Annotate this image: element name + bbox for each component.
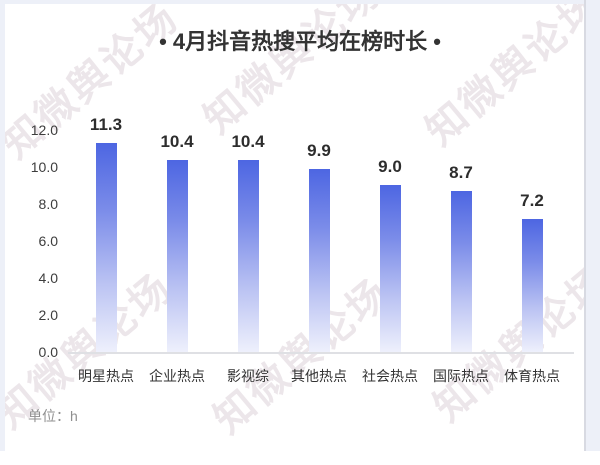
y-axis-tick-label: 8.0 bbox=[38, 196, 58, 212]
x-axis-category-label: 其他热点 bbox=[291, 368, 347, 384]
bar-value-label: 8.7 bbox=[449, 163, 473, 182]
bar-value-label: 7.2 bbox=[520, 191, 544, 210]
bar-明星热点[interactable] bbox=[95, 143, 117, 352]
watermark-text: 知微舆论场 bbox=[426, 258, 600, 431]
bar-value-label: 9.9 bbox=[307, 141, 331, 160]
y-axis-tick-label: 0.0 bbox=[38, 344, 58, 360]
page-edge-top bbox=[0, 0, 600, 4]
x-axis-line bbox=[68, 352, 574, 354]
bar-value-label: 9.0 bbox=[378, 157, 402, 176]
bar-其他热点[interactable] bbox=[308, 169, 330, 352]
y-axis-tick-label: 6.0 bbox=[38, 233, 58, 249]
y-axis-tick-label: 2.0 bbox=[38, 307, 58, 323]
page-edge-right-line bbox=[584, 0, 586, 451]
bar-影视综[interactable] bbox=[237, 160, 259, 352]
bar-国际热点[interactable] bbox=[450, 191, 472, 352]
x-axis-category-label: 社会热点 bbox=[362, 368, 418, 384]
bar-社会热点[interactable] bbox=[379, 185, 401, 352]
bar-value-label: 10.4 bbox=[231, 132, 265, 151]
chart-title: • 4月抖音热搜平均在榜时长 • bbox=[159, 29, 441, 54]
chart-page: { "title": "• 4月抖音热搜平均在榜时长 •", "unit_lab… bbox=[0, 0, 600, 451]
x-axis-category-label: 明星热点 bbox=[78, 368, 134, 384]
x-axis-category-label: 国际热点 bbox=[433, 368, 489, 384]
bar-体育热点[interactable] bbox=[521, 219, 543, 352]
page-edge-left bbox=[0, 0, 5, 451]
bar-value-label: 11.3 bbox=[89, 115, 123, 134]
x-axis-category-label: 影视综 bbox=[227, 368, 269, 384]
page-edge-right bbox=[586, 0, 600, 451]
x-axis-category-label: 企业热点 bbox=[149, 368, 205, 384]
y-axis-tick-label: 12.0 bbox=[30, 122, 58, 138]
x-axis-category-label: 体育热点 bbox=[504, 368, 560, 384]
unit-label: 单位：h bbox=[28, 408, 78, 424]
y-axis-tick-label: 10.0 bbox=[30, 159, 58, 175]
y-axis-tick-label: 4.0 bbox=[38, 270, 58, 286]
bar-企业热点[interactable] bbox=[166, 160, 188, 352]
bar-value-label: 10.4 bbox=[160, 132, 194, 151]
